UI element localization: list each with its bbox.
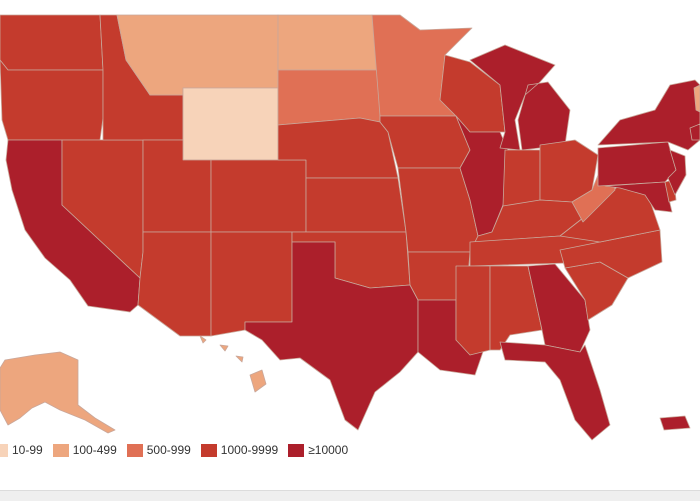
state-MI[interactable]: [469, 44, 571, 151]
state-PR[interactable]: [659, 415, 691, 431]
state-FL[interactable]: [499, 341, 611, 441]
state-WA[interactable]: [0, 14, 104, 71]
bottom-scroll-bar: [0, 490, 700, 501]
legend-label: 500-999: [146, 443, 191, 457]
state-ND[interactable]: [277, 14, 381, 71]
state-KS[interactable]: [305, 177, 407, 233]
legend-label: 10-99: [12, 443, 43, 457]
state-HI-isles[interactable]: [199, 335, 244, 363]
legend-swatch: [288, 443, 305, 457]
state-MS[interactable]: [455, 265, 491, 356]
legend-item-500-999[interactable]: 500-999: [126, 443, 191, 457]
state-NJ[interactable]: [667, 149, 687, 196]
legend-swatch: [0, 443, 8, 457]
legend-label: 100-499: [72, 443, 117, 457]
legend-item-1000-9999[interactable]: 1000-9999: [200, 443, 279, 457]
map-svg: [0, 14, 700, 441]
state-NY[interactable]: [597, 79, 700, 151]
state-HI-main[interactable]: [249, 369, 267, 393]
legend-item-10-99[interactable]: 10-99: [0, 443, 43, 457]
state-CO[interactable]: [210, 159, 307, 233]
state-PA[interactable]: [597, 141, 677, 187]
legend-label: 1000-9999: [220, 443, 279, 457]
state-GA[interactable]: [527, 263, 591, 353]
legend-swatch: [52, 443, 69, 457]
legend-swatch: [126, 443, 143, 457]
state-SD[interactable]: [277, 69, 381, 126]
legend-item-100-499[interactable]: 100-499: [52, 443, 117, 457]
state-MA[interactable]: [689, 123, 700, 141]
state-NM[interactable]: [210, 231, 293, 337]
state-TX[interactable]: [244, 241, 419, 431]
state-AK[interactable]: [0, 351, 116, 434]
state-AZ[interactable]: [137, 231, 212, 337]
us-choropleth-map: [0, 14, 700, 441]
legend-label: ≥10000: [308, 443, 349, 457]
legend-item-10000-plus[interactable]: ≥10000: [288, 443, 348, 457]
state-OR[interactable]: [0, 59, 104, 141]
state-VT[interactable]: [693, 84, 700, 113]
map-legend: 10-99 100-499 500-999 1000-9999 ≥10000: [0, 441, 358, 459]
state-WY[interactable]: [182, 87, 279, 161]
legend-swatch: [200, 443, 217, 457]
